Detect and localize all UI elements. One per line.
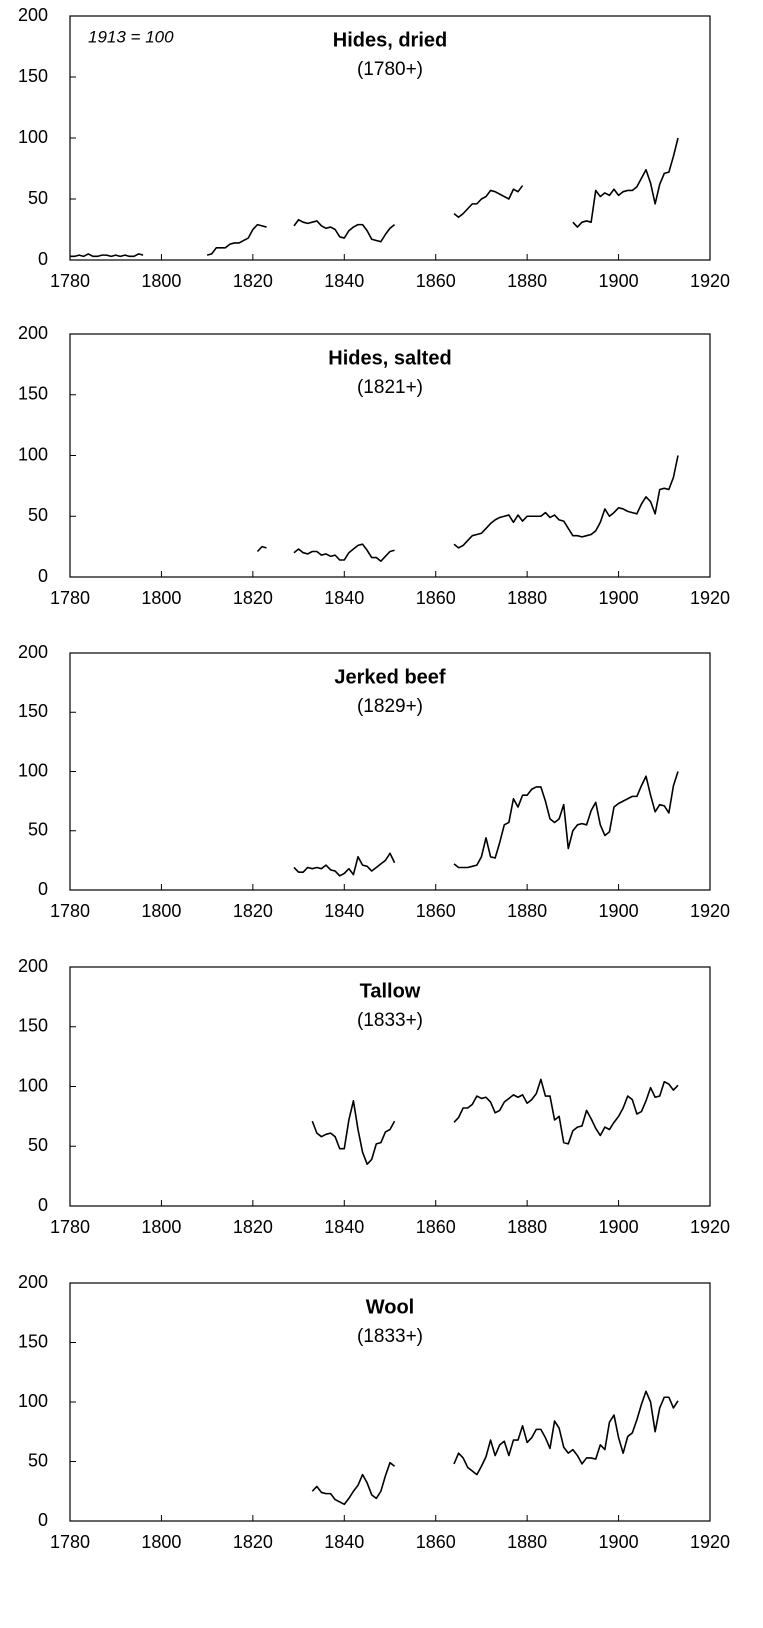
x-tick-label: 1800 [141,588,181,608]
data-line [256,455,679,563]
chart-title: Hides, salted [328,347,451,369]
x-tick-label: 1860 [416,588,456,608]
panel: 0 50 100 150 200 1780 1800 1820 1840 1860 1880 1900… [18,956,730,1237]
y-tick-label: 200 [18,956,48,976]
x-tick-label: 1900 [599,588,639,608]
y-tick-label: 0 [38,249,48,269]
data-line [293,771,679,877]
x-tick-label: 1780 [50,588,90,608]
plot-frame [69,333,711,578]
chart-title: Tallow [360,980,421,1002]
data-line [70,137,679,258]
x-tick-label: 1800 [141,271,181,291]
x-tick-label: 1840 [324,1217,364,1237]
y-tick-label: 0 [38,879,48,899]
x-tick-label: 1920 [690,1217,730,1237]
y-tick-label: 150 [18,701,48,721]
x-tick-label: 1880 [507,588,547,608]
chart-subtitle: (1821+) [357,377,423,398]
y-tick-label: 50 [28,505,48,525]
y-tick-label: 150 [18,66,48,86]
y-tick-label: 0 [38,566,48,586]
x-tick-label: 1800 [141,901,181,921]
panel: 0 50 100 150 200 1780 1800 1820 1840 1860 1880 1900… [18,323,730,608]
y-tick-label: 50 [28,820,48,840]
chart-title: Hides, dried [333,29,447,51]
x-tick-label: 1860 [416,271,456,291]
y-tick-label: 200 [18,323,48,343]
x-tick-label: 1860 [416,1532,456,1552]
plot-frame [69,966,711,1207]
x-tick-label: 1880 [507,1217,547,1237]
annotation: 1913 = 100 [88,27,174,46]
x-tick-label: 1920 [690,588,730,608]
x-tick-label: 1820 [233,271,273,291]
x-tick-label: 1860 [416,901,456,921]
y-tick-label: 150 [18,1016,48,1036]
y-tick-label: 100 [18,444,48,464]
plot-frame [69,15,711,261]
x-tick-label: 1880 [507,901,547,921]
y-tick-label: 0 [38,1195,48,1215]
x-tick-label: 1900 [599,271,639,291]
y-tick-label: 50 [28,1135,48,1155]
x-tick-label: 1860 [416,1217,456,1237]
x-tick-label: 1880 [507,271,547,291]
x-tick-label: 1820 [233,588,273,608]
y-tick-label: 0 [38,1510,48,1530]
y-tick-label: 150 [18,384,48,404]
x-tick-label: 1800 [141,1532,181,1552]
y-tick-label: 200 [18,1272,48,1292]
y-tick-label: 100 [18,1075,48,1095]
y-tick-label: 50 [28,1450,48,1470]
chart-subtitle: (1833+) [357,1010,423,1031]
x-tick-label: 1900 [599,901,639,921]
x-tick-label: 1900 [599,1217,639,1237]
y-tick-label: 200 [18,642,48,662]
x-tick-label: 1880 [507,1532,547,1552]
y-tick-label: 50 [28,188,48,208]
y-tick-label: 200 [18,5,48,25]
x-tick-label: 1920 [690,271,730,291]
chart-title: Jerked beef [334,666,446,688]
panel: 0 50 100 150 200 1780 1800 1820 1840 1860 1880 1900… [18,642,730,921]
data-line [311,1390,679,1506]
x-tick-label: 1820 [233,1217,273,1237]
x-tick-label: 1780 [50,901,90,921]
x-tick-label: 1920 [690,1532,730,1552]
panel: 0 50 100 150 200 1780 1800 1820 1840 1860 1880 1900… [18,5,730,291]
data-line [311,1078,679,1165]
chart-subtitle: (1780+) [357,59,423,80]
x-tick-label: 1840 [324,901,364,921]
x-tick-label: 1800 [141,1217,181,1237]
plot-frame [69,1282,711,1522]
chart-title: Wool [366,1296,415,1318]
x-tick-label: 1780 [50,1532,90,1552]
x-tick-label: 1920 [690,901,730,921]
x-tick-label: 1840 [324,271,364,291]
x-tick-label: 1820 [233,901,273,921]
panel: 0 50 100 150 200 1780 1800 1820 1840 1860 1880 1900… [18,1272,730,1552]
x-tick-label: 1840 [324,588,364,608]
chart-subtitle: (1829+) [357,696,423,717]
x-tick-label: 1900 [599,1532,639,1552]
chart-subtitle: (1833+) [357,1326,423,1347]
x-tick-label: 1820 [233,1532,273,1552]
x-tick-label: 1840 [324,1532,364,1552]
y-tick-label: 100 [18,127,48,147]
y-tick-label: 100 [18,1391,48,1411]
y-tick-label: 100 [18,760,48,780]
x-tick-label: 1780 [50,1217,90,1237]
y-tick-label: 150 [18,1331,48,1351]
x-tick-label: 1780 [50,271,90,291]
